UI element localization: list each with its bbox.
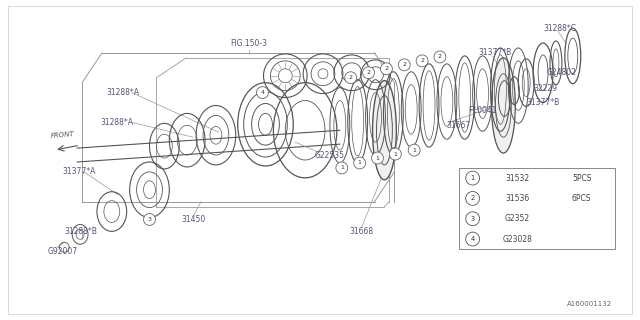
Ellipse shape: [492, 58, 515, 153]
Text: 1: 1: [358, 160, 362, 165]
Circle shape: [389, 148, 401, 160]
Circle shape: [380, 63, 392, 75]
Circle shape: [363, 67, 374, 79]
Circle shape: [466, 171, 479, 185]
Text: FRONT: FRONT: [50, 131, 74, 139]
Text: 1: 1: [376, 156, 380, 161]
Text: 2: 2: [470, 196, 475, 201]
Circle shape: [466, 191, 479, 205]
Text: 31288*B: 31288*B: [64, 227, 97, 236]
Circle shape: [416, 55, 428, 67]
Circle shape: [466, 212, 479, 226]
Text: 6PCS: 6PCS: [572, 194, 591, 203]
Text: 2: 2: [438, 54, 442, 60]
Text: 31288*A: 31288*A: [107, 88, 140, 97]
Text: 2: 2: [403, 62, 406, 67]
Text: 5PCS: 5PCS: [572, 173, 591, 183]
Text: 1: 1: [394, 152, 397, 156]
Text: F10041: F10041: [468, 106, 497, 115]
Text: A160001132: A160001132: [567, 301, 612, 307]
Text: 2: 2: [367, 70, 371, 75]
Text: 2: 2: [349, 75, 353, 80]
Text: 1: 1: [412, 148, 416, 153]
Circle shape: [354, 157, 365, 169]
Text: 1: 1: [340, 165, 344, 171]
Text: 31532: 31532: [505, 173, 529, 183]
Ellipse shape: [372, 81, 396, 180]
Circle shape: [408, 144, 420, 156]
Text: 2: 2: [420, 58, 424, 63]
Text: 4: 4: [470, 236, 475, 242]
Text: 1: 1: [470, 175, 475, 181]
Text: 31377*A: 31377*A: [62, 167, 95, 176]
Text: 3: 3: [470, 216, 475, 222]
Text: FIG.150-3: FIG.150-3: [230, 38, 267, 48]
Circle shape: [257, 87, 268, 99]
Circle shape: [434, 51, 446, 63]
Text: 31667: 31667: [447, 121, 471, 130]
Text: G2352: G2352: [505, 214, 530, 223]
Text: 31288*A: 31288*A: [100, 118, 133, 127]
Text: G24802: G24802: [547, 68, 577, 77]
Circle shape: [143, 213, 156, 225]
Text: 31450: 31450: [181, 215, 205, 224]
Text: 4: 4: [260, 90, 264, 95]
Circle shape: [336, 162, 348, 174]
Text: G92007: G92007: [47, 247, 77, 256]
Text: 31668: 31668: [349, 227, 374, 236]
Text: 31377*B: 31377*B: [526, 98, 559, 107]
Text: G22535: G22535: [315, 150, 345, 160]
Text: G23028: G23028: [502, 235, 532, 244]
Circle shape: [466, 232, 479, 246]
Text: 2: 2: [385, 66, 388, 71]
Text: 31288*C: 31288*C: [543, 24, 576, 33]
Text: 31536: 31536: [505, 194, 529, 203]
Circle shape: [345, 72, 356, 84]
Text: 32229: 32229: [533, 84, 557, 93]
Bar: [459, 168, 616, 249]
Circle shape: [372, 152, 383, 164]
Text: 3: 3: [147, 217, 152, 222]
Circle shape: [398, 59, 410, 71]
Text: 31377*B: 31377*B: [479, 48, 512, 57]
